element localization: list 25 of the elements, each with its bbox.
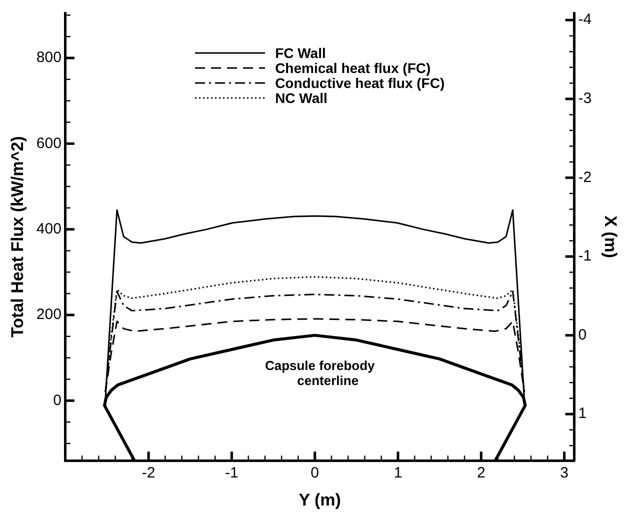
x-tick-label: -2 bbox=[142, 464, 156, 482]
y-tick-label: 400 bbox=[36, 220, 62, 238]
y-axis-title: Total Heat Flux (kW/m^2) bbox=[8, 136, 27, 338]
y2-tick-label: -4 bbox=[578, 11, 592, 28]
y2-tick-label: -1 bbox=[578, 248, 592, 265]
legend-label: NC Wall bbox=[275, 90, 328, 106]
y2-tick-label: 0 bbox=[578, 326, 587, 344]
legend-label: FC Wall bbox=[275, 44, 326, 61]
y2-tick-label: -2 bbox=[578, 168, 592, 186]
x-tick-label: -1 bbox=[225, 464, 238, 482]
legend-label: Conductive heat flux (FC) bbox=[275, 74, 445, 91]
x-tick-label: 3 bbox=[560, 464, 568, 482]
y-tick-label: 0 bbox=[53, 392, 62, 409]
y2-tick-label: -3 bbox=[578, 90, 592, 108]
y-tick-label: 200 bbox=[36, 306, 62, 324]
y-tick-label: 600 bbox=[36, 134, 62, 152]
legend-label: Chemical heat flux (FC) bbox=[275, 60, 431, 76]
x-tick-label: 1 bbox=[394, 464, 402, 482]
x-tick-label: 0 bbox=[310, 464, 320, 482]
y-tick-label: 800 bbox=[36, 49, 62, 66]
y2-axis-title: X (m) bbox=[601, 216, 620, 258]
x-axis-title: Y (m) bbox=[298, 490, 341, 510]
x-tick-label: 2 bbox=[476, 464, 486, 482]
y2-tick-label: 1 bbox=[578, 405, 587, 422]
annotation: Capsule forebody centerline bbox=[264, 358, 376, 388]
